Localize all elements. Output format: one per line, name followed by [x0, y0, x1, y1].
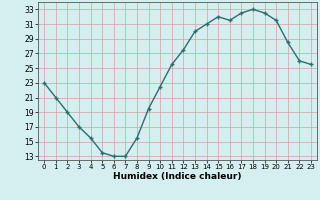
X-axis label: Humidex (Indice chaleur): Humidex (Indice chaleur): [113, 172, 242, 181]
